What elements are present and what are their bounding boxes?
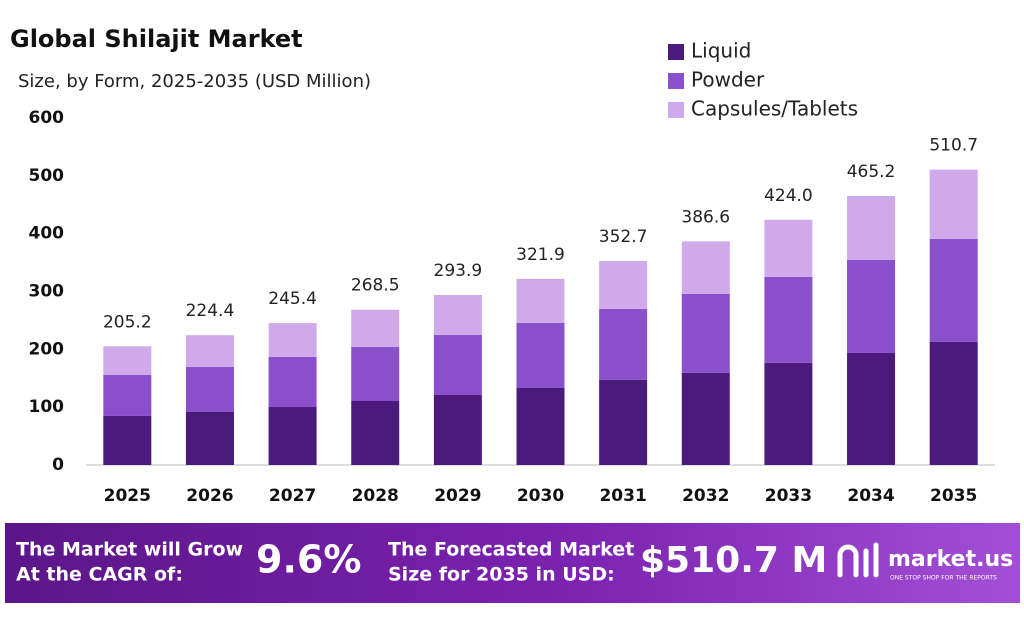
bar-segment bbox=[847, 195, 896, 260]
total-label: 352.7 bbox=[599, 227, 648, 247]
brand-logo bbox=[837, 542, 879, 578]
y-tick-label: 100 bbox=[29, 397, 65, 417]
x-tick-label: 2035 bbox=[930, 486, 977, 506]
x-tick-label: 2031 bbox=[599, 486, 646, 506]
legend-label: Liquid bbox=[691, 39, 751, 63]
bar-segment bbox=[929, 341, 978, 465]
legend-swatch bbox=[668, 73, 684, 89]
y-tick-label: 400 bbox=[29, 224, 65, 244]
bar-segment bbox=[847, 352, 896, 465]
bar-segment bbox=[516, 278, 565, 323]
cagr-text: The Market will Grow bbox=[16, 539, 243, 561]
bar-segment bbox=[103, 346, 152, 375]
x-tick-label: 2025 bbox=[104, 486, 151, 506]
bar-segment bbox=[599, 261, 648, 309]
bar-segment bbox=[929, 169, 978, 239]
total-label: 205.2 bbox=[103, 312, 152, 332]
bar-segment bbox=[764, 219, 813, 277]
bar-segment bbox=[433, 334, 482, 395]
legend-swatch bbox=[668, 44, 684, 60]
chart-title: Global Shilajit Market bbox=[10, 25, 303, 53]
total-label: 424.0 bbox=[764, 186, 813, 206]
bar-segment bbox=[516, 322, 565, 388]
total-label: 386.6 bbox=[681, 207, 730, 227]
x-tick-label: 2026 bbox=[186, 486, 233, 506]
total-label: 268.5 bbox=[351, 276, 400, 296]
x-tick-label: 2029 bbox=[434, 486, 481, 506]
bar-segment bbox=[764, 276, 813, 363]
total-label: 465.2 bbox=[847, 162, 896, 182]
x-tick-label: 2033 bbox=[765, 486, 812, 506]
y-tick-label: 500 bbox=[29, 166, 65, 186]
x-tick-label: 2028 bbox=[352, 486, 399, 506]
bar-segment bbox=[764, 362, 813, 465]
x-tick-label: 2027 bbox=[269, 486, 316, 506]
total-label: 245.4 bbox=[268, 289, 317, 309]
bar-segment bbox=[351, 400, 400, 465]
y-tick-label: 0 bbox=[52, 455, 64, 475]
bar-segment bbox=[847, 259, 896, 353]
y-tick-label: 300 bbox=[29, 282, 65, 302]
total-label: 224.4 bbox=[186, 301, 235, 321]
total-label: 293.9 bbox=[434, 261, 483, 281]
total-label: 510.7 bbox=[929, 136, 978, 156]
bar-segment bbox=[433, 295, 482, 335]
x-tick-label: 2034 bbox=[847, 486, 894, 506]
bar-segment bbox=[516, 387, 565, 465]
bar-segment bbox=[351, 346, 400, 401]
bar-segment bbox=[351, 309, 400, 347]
bar-segment bbox=[268, 356, 317, 407]
brand-tagline: ONE STOP SHOP FOR THE REPORTS bbox=[890, 575, 997, 582]
legend-label: Powder bbox=[691, 68, 765, 92]
bar-segment bbox=[929, 238, 978, 342]
forecast-text: The Forecasted Market bbox=[388, 539, 634, 561]
bar-segment bbox=[681, 241, 730, 294]
chart-subtitle: Size, by Form, 2025-2035 (USD Million) bbox=[18, 71, 371, 92]
bar-segment bbox=[185, 411, 234, 465]
bar-segment bbox=[185, 366, 234, 412]
total-label: 321.9 bbox=[516, 245, 565, 265]
bar-segment bbox=[681, 293, 730, 373]
forecast-text: Size for 2035 in USD: bbox=[388, 564, 615, 586]
bar-segment bbox=[103, 374, 152, 416]
x-tick-label: 2030 bbox=[517, 486, 564, 506]
bar-segment bbox=[599, 379, 648, 465]
cagr-text: At the CAGR of: bbox=[16, 564, 183, 586]
legend-label: Capsules/Tablets bbox=[691, 97, 858, 121]
brand-name: market.us bbox=[888, 547, 1013, 572]
bar-segment bbox=[681, 372, 730, 465]
y-tick-label: 600 bbox=[29, 108, 65, 128]
legend-swatch bbox=[668, 102, 684, 118]
cagr-value: 9.6% bbox=[256, 538, 361, 582]
bar-segment bbox=[268, 406, 317, 465]
bar-segment bbox=[103, 415, 152, 465]
bar-segment bbox=[599, 308, 648, 380]
banner-bg bbox=[5, 523, 1020, 603]
bar-segment bbox=[433, 394, 482, 465]
forecast-value: $510.7 M bbox=[640, 540, 827, 581]
footer-banner: The Market will Grow At the CAGR of: 9.6… bbox=[5, 523, 1020, 603]
bar-segment bbox=[185, 335, 234, 367]
bar-segment bbox=[268, 323, 317, 357]
y-tick-label: 200 bbox=[29, 339, 65, 359]
x-tick-label: 2032 bbox=[682, 486, 729, 506]
